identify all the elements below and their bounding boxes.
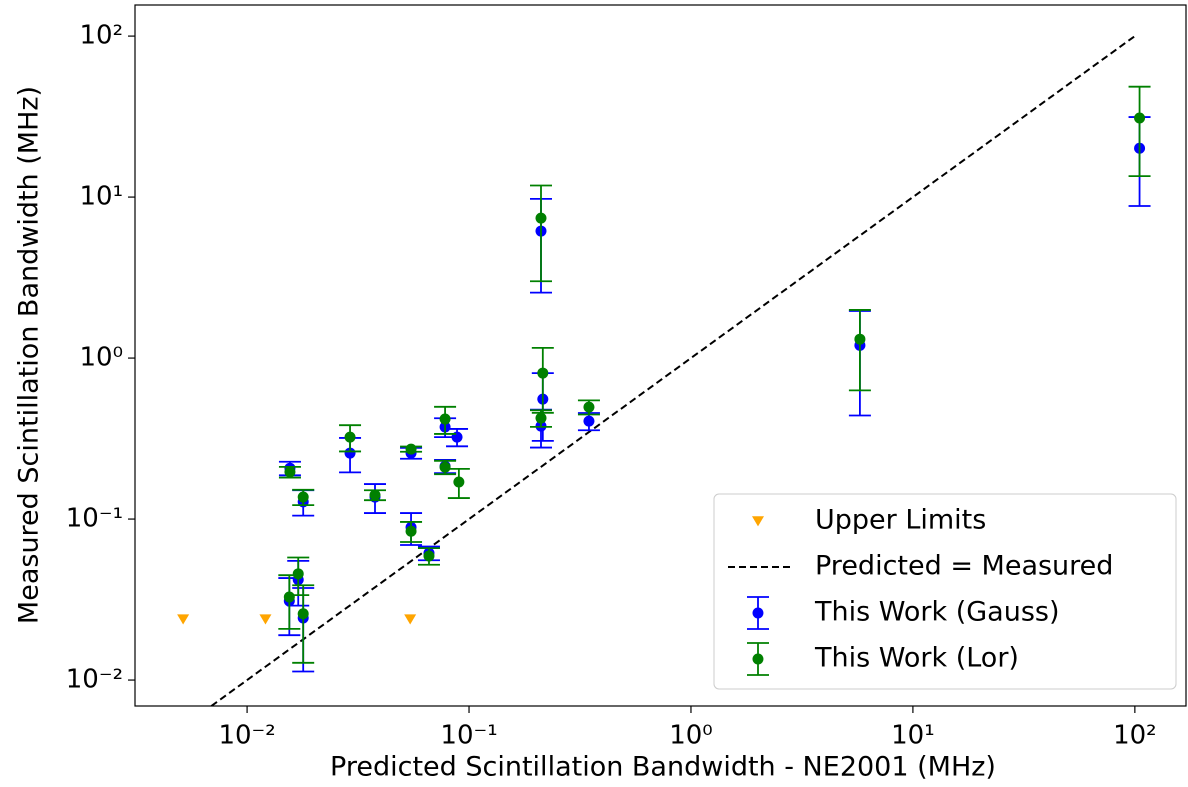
data-point	[405, 525, 417, 537]
data-point	[439, 413, 451, 425]
data-point	[344, 431, 356, 443]
reference-line	[210, 35, 1136, 706]
y-tick-label: 10⁻¹	[66, 504, 123, 534]
legend-label: This Work (Gauss)	[814, 597, 1060, 628]
legend-label: Predicted = Measured	[815, 551, 1113, 582]
x-tick-label: 10⁻¹	[440, 721, 497, 751]
x-tick-label: 10⁻²	[218, 721, 275, 751]
data-point	[1134, 112, 1146, 124]
data-point	[297, 608, 309, 620]
y-axis-label: Measured Scintillation Bandwidth (MHz)	[14, 86, 45, 624]
data-point	[583, 401, 595, 413]
y-tick-label: 10⁰	[79, 343, 123, 373]
plot-area	[177, 35, 1151, 706]
x-tick-label: 10⁰	[669, 721, 713, 751]
data-point	[535, 412, 547, 424]
legend-label: Upper Limits	[815, 505, 986, 536]
y-tick-label: 10²	[79, 21, 123, 51]
data-point	[297, 491, 309, 503]
data-point	[284, 466, 296, 478]
legend-label: This Work (Lor)	[814, 643, 1019, 674]
x-tick-label: 10¹	[891, 721, 935, 751]
data-point	[453, 476, 465, 488]
data-point	[854, 333, 866, 345]
data-point	[423, 550, 435, 562]
legend-marker	[752, 653, 764, 665]
legend: Upper Limits Predicted = Measured This Wor…	[713, 493, 1177, 690]
upper-limit-marker	[404, 614, 417, 625]
data-point	[283, 591, 295, 603]
upper-limit-marker	[259, 614, 272, 625]
upper-limit-marker	[177, 614, 190, 625]
x-axis-label: Predicted Scintillation Bandwidth - NE20…	[330, 752, 996, 783]
data-point	[439, 461, 451, 473]
data-point	[292, 568, 304, 580]
y-tick-label: 10⁻²	[66, 665, 123, 695]
legend-marker	[752, 607, 764, 619]
legend-box	[713, 493, 1177, 690]
x-tick-label: 10²	[1113, 721, 1157, 751]
data-point	[535, 212, 547, 224]
legend-marker	[752, 516, 764, 527]
data-point	[369, 489, 381, 501]
data-point	[583, 415, 595, 427]
y-tick-label: 10¹	[79, 182, 123, 212]
data-point	[344, 447, 356, 459]
data-point	[537, 367, 549, 379]
data-point	[405, 443, 417, 455]
